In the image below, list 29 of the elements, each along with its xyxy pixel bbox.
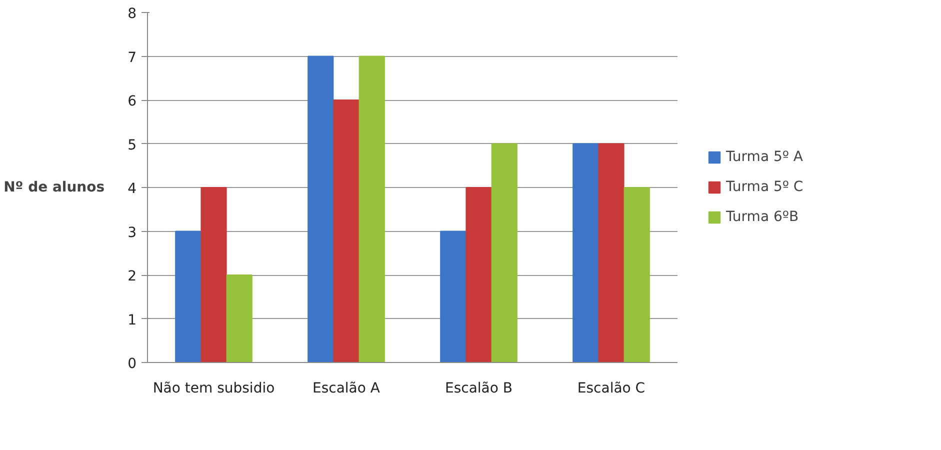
- bar: [624, 187, 650, 362]
- bar: [308, 56, 334, 362]
- bar: [440, 230, 466, 362]
- x-tick-label: Escalão C: [577, 380, 646, 396]
- x-tick-label: Não tem subsidio: [152, 380, 275, 396]
- y-tick-label: 1: [128, 312, 137, 328]
- x-tick-label: Escalão B: [445, 380, 513, 396]
- y-tick-label: 8: [128, 6, 137, 22]
- y-tick-label: 6: [128, 94, 137, 110]
- y-tick-label: 2: [128, 268, 137, 284]
- x-tick-label: Escalão A: [312, 380, 380, 396]
- bar: [333, 100, 360, 362]
- y-tick-label: 0: [128, 356, 137, 372]
- y-tick-label: 3: [128, 224, 137, 241]
- y-tick-label: 7: [128, 50, 137, 66]
- bar: [226, 274, 252, 362]
- y-tick-label: 5: [128, 137, 137, 154]
- legend-label: Turma 6ºB: [726, 209, 799, 225]
- bar: [175, 230, 202, 362]
- legend-label: Turma 5º A: [726, 149, 804, 165]
- bar: [358, 56, 385, 362]
- bar: [200, 187, 227, 362]
- y-axis-title: Nº de alunos: [4, 180, 105, 196]
- bar: [466, 187, 492, 362]
- y-tick-label: 4: [128, 181, 137, 197]
- legend-label: Turma 5º C: [726, 179, 804, 195]
- bar: [491, 143, 518, 362]
- bar: [598, 143, 624, 362]
- bar: [572, 143, 599, 362]
